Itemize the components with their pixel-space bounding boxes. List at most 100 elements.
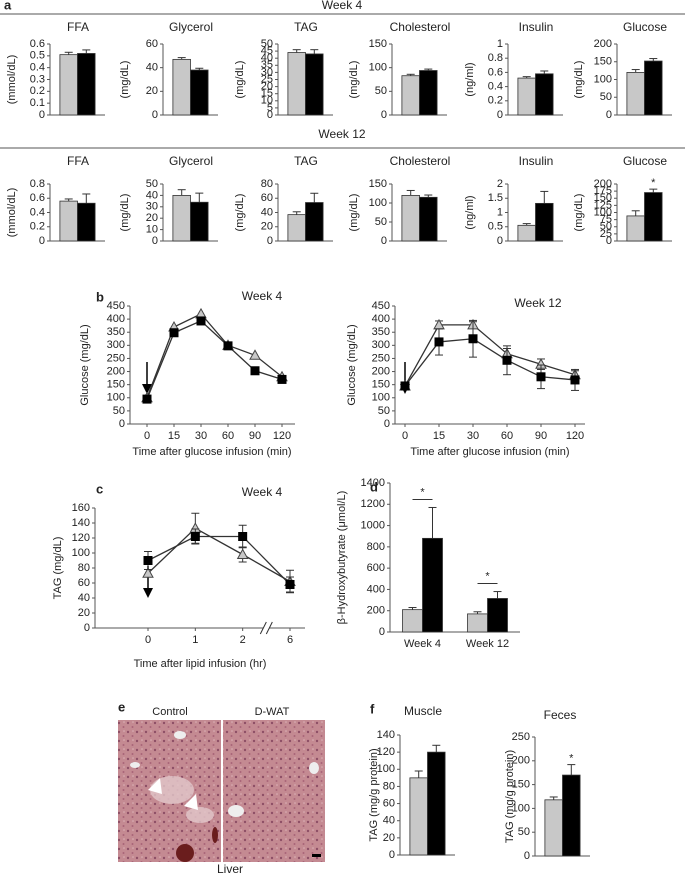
y-tick-label: 40 bbox=[261, 52, 273, 64]
bar bbox=[401, 194, 420, 242]
y-axis-label: β-Hydroxybutyrate (μmol/L) bbox=[336, 491, 348, 625]
y-tick-label: 5 bbox=[267, 102, 273, 114]
y-tick-label: 50 bbox=[600, 221, 612, 233]
chart-title: TAG bbox=[294, 20, 318, 34]
x-tick-label: 120 bbox=[273, 430, 291, 442]
y-axis-label: Glucose (mg/dL) bbox=[79, 324, 91, 405]
y-tick-label: 200 bbox=[594, 178, 612, 190]
liver-image bbox=[118, 720, 325, 862]
y-tick-label: 0.5 bbox=[488, 221, 503, 233]
marker bbox=[238, 532, 248, 541]
y-tick-label: 150 bbox=[594, 56, 612, 68]
y-axis-label: TAG (mg/g protein) bbox=[368, 748, 380, 841]
y-tick-label: 1 bbox=[497, 38, 503, 50]
x-tick-label: 60 bbox=[222, 430, 234, 442]
y-tick-label: 45 bbox=[261, 45, 273, 57]
chart-title: Glucose bbox=[623, 154, 667, 168]
y-tick-label: 25 bbox=[600, 228, 612, 240]
y-tick-label: 60 bbox=[78, 577, 90, 589]
y-tick-label: 0.5 bbox=[30, 50, 45, 62]
bar bbox=[467, 613, 488, 633]
bar bbox=[535, 202, 554, 242]
y-tick-label: 40 bbox=[261, 206, 273, 218]
y-tick-label: 120 bbox=[72, 532, 90, 544]
y-tick-label: 80 bbox=[261, 178, 273, 190]
y-axis-label: (mg/dL) bbox=[348, 61, 360, 99]
y-tick-label: 0.8 bbox=[488, 52, 503, 64]
y-tick-label: 140 bbox=[72, 517, 90, 529]
y-tick-label: 350 bbox=[372, 326, 390, 338]
y-axis-label: (ng/ml) bbox=[464, 195, 476, 229]
y-axis-label: TAG (mg/g protein) bbox=[504, 750, 516, 843]
x-tick-label: 15 bbox=[168, 430, 180, 442]
y-tick-label: 0 bbox=[267, 109, 273, 121]
y-tick-label: 80 bbox=[383, 780, 395, 792]
y-tick-label: 60 bbox=[383, 797, 395, 809]
y-tick-label: 50 bbox=[600, 91, 612, 103]
bar bbox=[59, 200, 78, 242]
y-tick-label: 15 bbox=[261, 88, 273, 100]
y-tick-label: 100 bbox=[377, 763, 395, 775]
y-tick-label: 200 bbox=[594, 38, 612, 50]
bar bbox=[644, 60, 663, 116]
chart-title: Glucose bbox=[623, 20, 667, 34]
marker bbox=[285, 580, 295, 589]
annotation: * bbox=[569, 753, 574, 765]
bar bbox=[305, 53, 324, 116]
y-axis-label: (mg/dL) bbox=[119, 194, 131, 232]
x-tick-label: 15 bbox=[433, 430, 445, 442]
bar bbox=[419, 196, 438, 242]
y-tick-label: 20 bbox=[146, 85, 158, 97]
x-tick-label: 60 bbox=[501, 430, 513, 442]
x-tick-label: 90 bbox=[535, 430, 547, 442]
y-tick-label: 50 bbox=[261, 38, 273, 50]
bar bbox=[517, 224, 536, 242]
y-tick-label: 0 bbox=[39, 109, 45, 121]
y-tick-label: 20 bbox=[383, 832, 395, 844]
x-tick-label: 0 bbox=[144, 430, 150, 442]
x-tick-label: Week 12 bbox=[466, 638, 509, 650]
y-tick-label: 50 bbox=[146, 178, 158, 190]
section-title: Week 4 bbox=[322, 0, 363, 12]
y-tick-label: 450 bbox=[372, 300, 390, 312]
chart-title: TAG bbox=[294, 154, 318, 168]
chart-title: FFA bbox=[67, 154, 89, 168]
y-tick-label: 0 bbox=[606, 109, 612, 121]
x-tick-label: 2 bbox=[240, 634, 246, 646]
bar bbox=[427, 751, 446, 856]
y-tick-label: 20 bbox=[146, 212, 158, 224]
y-tick-label: 40 bbox=[146, 62, 158, 74]
y-tick-label: 0.8 bbox=[30, 178, 45, 190]
y-tick-label: 120 bbox=[377, 746, 395, 758]
y-tick-label: 20 bbox=[261, 221, 273, 233]
y-tick-label: 50 bbox=[113, 405, 125, 417]
image-caption: Liver bbox=[217, 862, 243, 876]
image-label: D-WAT bbox=[255, 706, 290, 718]
chart-title: Insulin bbox=[519, 154, 554, 168]
marker bbox=[236, 548, 249, 559]
y-tick-label: 300 bbox=[107, 339, 125, 351]
bar bbox=[535, 73, 554, 116]
chart-title: Week 4 bbox=[242, 485, 283, 499]
y-tick-label: 100 bbox=[107, 392, 125, 404]
x-axis-label: Time after glucose infusion (min) bbox=[410, 446, 569, 458]
y-tick-label: 50 bbox=[375, 216, 387, 228]
y-tick-label: 200 bbox=[367, 605, 385, 617]
y-tick-label: 100 bbox=[512, 802, 530, 814]
y-tick-label: 0 bbox=[84, 622, 90, 634]
y-tick-label: 250 bbox=[107, 352, 125, 364]
y-tick-label: 0.3 bbox=[30, 73, 45, 85]
marker bbox=[143, 556, 153, 565]
marker bbox=[277, 374, 287, 384]
panel-label: d bbox=[370, 479, 378, 494]
y-tick-label: 0 bbox=[497, 109, 503, 121]
y-tick-label: 1400 bbox=[361, 477, 385, 489]
axis-break bbox=[265, 621, 273, 635]
y-axis-label: (mg/dL) bbox=[573, 61, 585, 99]
y-tick-label: 1200 bbox=[361, 498, 385, 510]
y-tick-label: 20 bbox=[78, 607, 90, 619]
marker bbox=[570, 375, 580, 385]
y-tick-label: 50 bbox=[375, 85, 387, 97]
bar bbox=[287, 52, 306, 116]
